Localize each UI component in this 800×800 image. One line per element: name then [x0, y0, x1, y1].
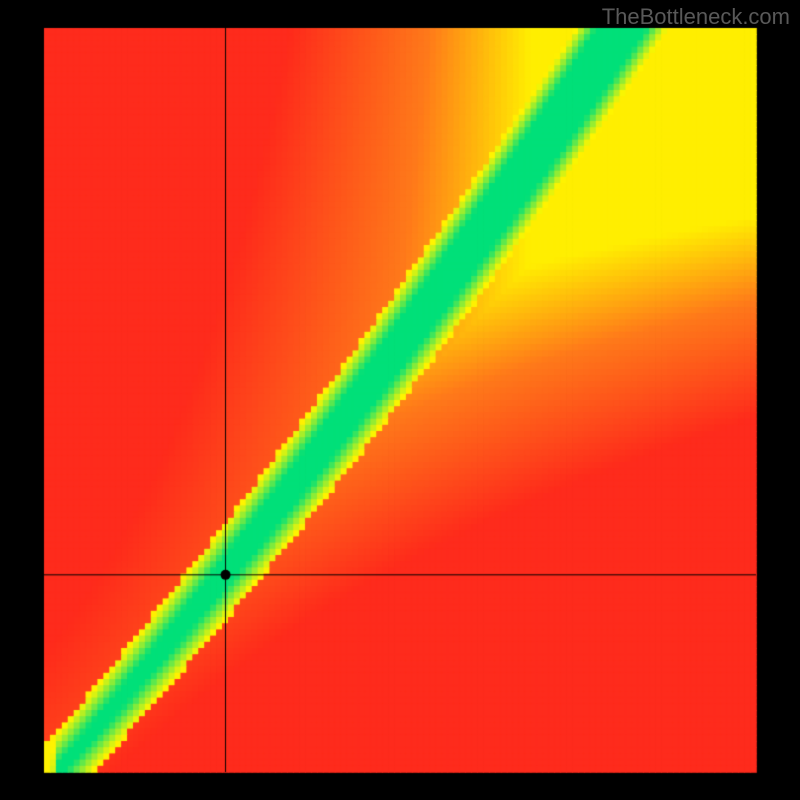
- attribution-text: TheBottleneck.com: [602, 4, 790, 30]
- bottleneck-heatmap: [0, 0, 800, 800]
